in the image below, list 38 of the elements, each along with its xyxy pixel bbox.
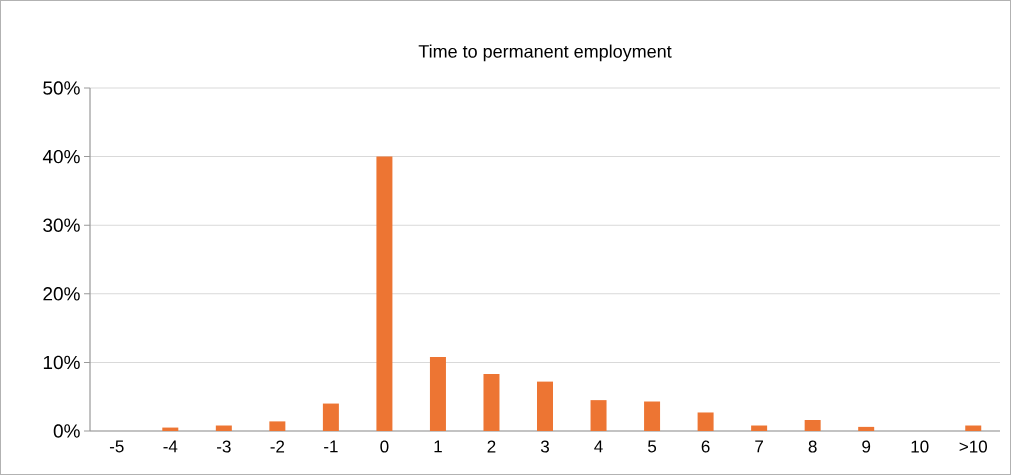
- x-tick-label: 0: [380, 440, 389, 453]
- x-tick-label: 7: [755, 440, 763, 453]
- y-tick-label: 20%: [43, 287, 80, 301]
- bar: [376, 156, 393, 431]
- bar: [590, 400, 607, 431]
- x-tick-label: 2: [487, 440, 496, 453]
- x-tick-label: -5: [109, 440, 124, 453]
- bar: [858, 426, 875, 431]
- bar: [804, 420, 821, 431]
- x-tick-label: 10: [911, 440, 929, 453]
- y-tick-label: 40%: [42, 149, 80, 164]
- x-tick-label: 4: [594, 440, 603, 453]
- x-tick-label: 3: [540, 440, 549, 453]
- x-tick-label: 8: [808, 440, 817, 453]
- bar: [483, 374, 500, 431]
- bar: [429, 356, 446, 431]
- x-tick-label: -3: [217, 440, 231, 453]
- y-tick-label: 0%: [53, 424, 80, 438]
- bar: [269, 421, 286, 431]
- bar: [697, 412, 714, 431]
- bar: [644, 401, 661, 431]
- x-tick-label: 9: [862, 440, 871, 453]
- x-tick-label: 6: [701, 440, 710, 453]
- bar: [322, 403, 339, 431]
- y-tick-label: 50%: [43, 81, 80, 95]
- x-tick-label: 1: [434, 440, 442, 453]
- x-tick-label: -2: [270, 440, 285, 453]
- x-tick-label: 5: [648, 440, 657, 453]
- bar: [751, 425, 768, 431]
- y-tick-label: 30%: [43, 218, 80, 232]
- x-tick-label: -4: [163, 440, 178, 453]
- x-tick-label: >10: [959, 440, 987, 453]
- x-tick-label: -1: [324, 440, 338, 453]
- bar: [215, 425, 232, 431]
- chart-title: Time to permanent employment: [418, 44, 672, 62]
- bar: [965, 425, 982, 431]
- bar: [537, 381, 554, 431]
- y-tick-label: 10%: [43, 355, 80, 370]
